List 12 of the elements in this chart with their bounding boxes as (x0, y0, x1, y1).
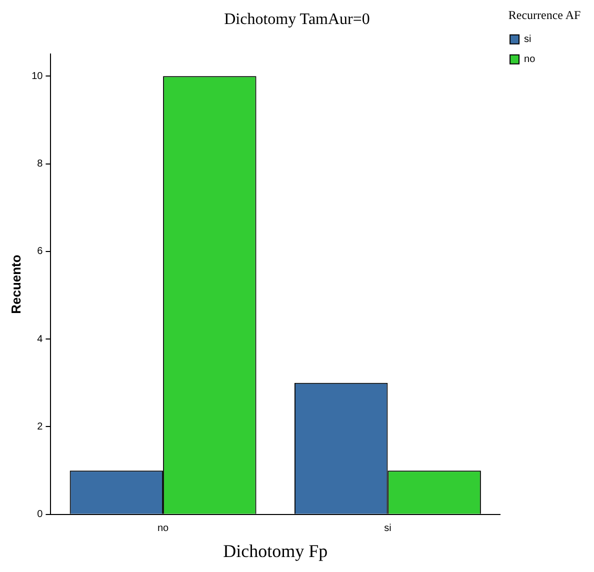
y-tick-label: 8 (37, 158, 44, 170)
y-tick-label: 6 (37, 246, 44, 258)
legend-label: no (524, 54, 536, 66)
y-tick-label: 2 (37, 421, 44, 432)
y-tick-label: 4 (37, 334, 44, 345)
legend-title: Recurrence AF (508, 8, 581, 22)
y-tick-label: 10 (32, 70, 44, 82)
y-tick-label: 0 (37, 509, 44, 520)
y-axis-title: Recuento (8, 254, 24, 314)
chart-title: Dichotomy TamAur=0 (224, 10, 370, 28)
x-axis-title: Dichotomy Fp (223, 540, 328, 561)
legend-label: si (524, 34, 532, 46)
